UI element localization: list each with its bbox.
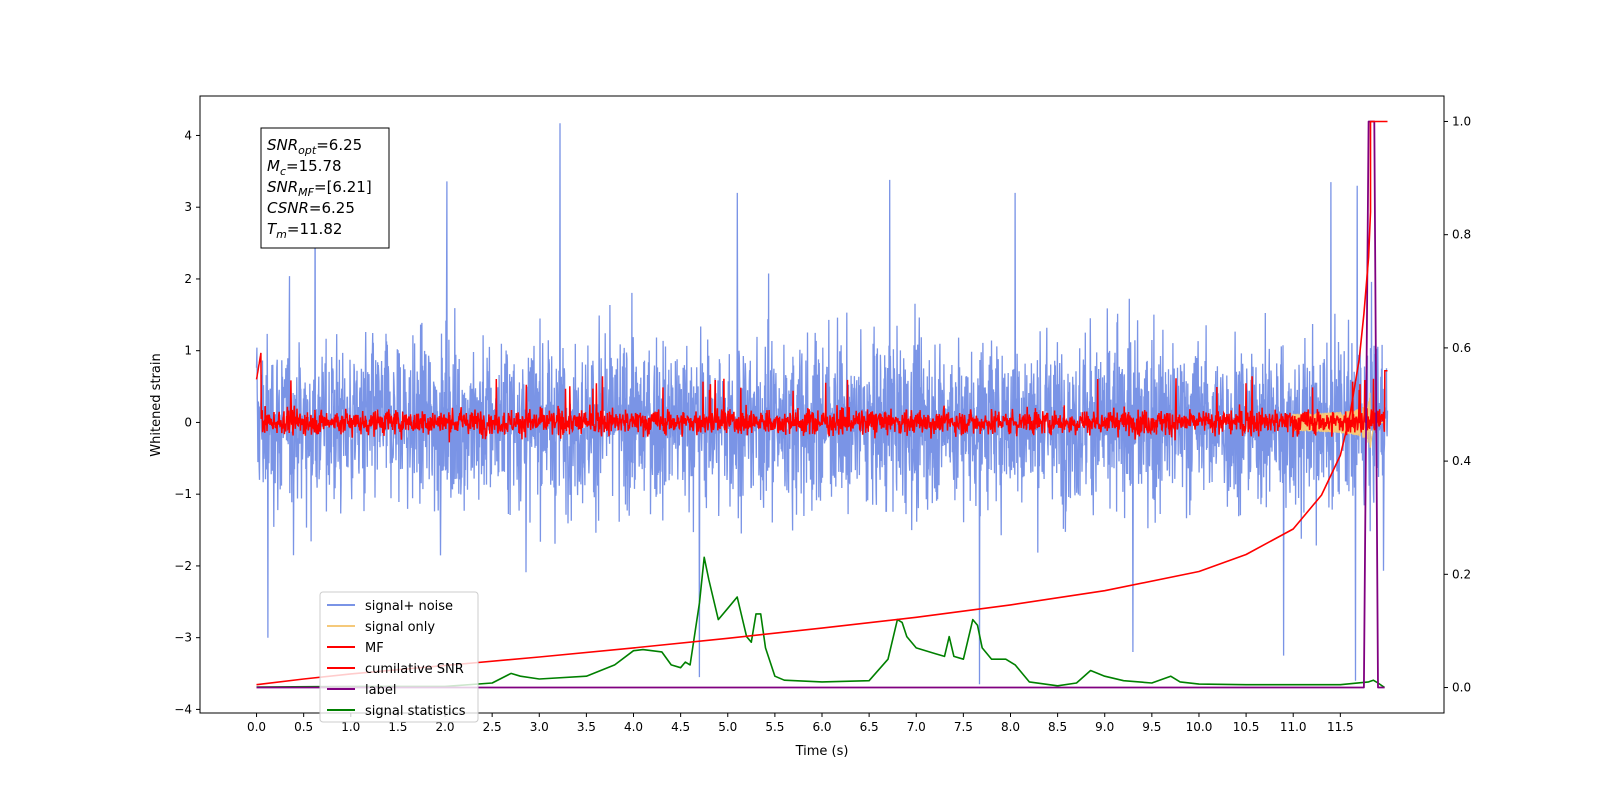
right-y-tick-label: 1.0 <box>1452 114 1471 128</box>
plot-area <box>255 120 1389 689</box>
y-axis-label: Whitened strain <box>149 353 164 456</box>
x-tick-label: 10.5 <box>1233 720 1260 734</box>
x-tick-label: 3.5 <box>577 720 596 734</box>
annotation-line: CSNR=6.25 <box>267 199 355 217</box>
x-tick-label: 7.5 <box>954 720 973 734</box>
y-tick-label: −3 <box>174 631 192 645</box>
legend-entry-label: signal+ noise <box>365 599 453 614</box>
series-signal-statistics <box>256 556 1386 689</box>
legend-entry-label: label <box>365 683 396 698</box>
legend-entry-label: cumilative SNR <box>365 662 464 677</box>
legend-entry-label: signal statistics <box>365 704 466 719</box>
x-tick-label: 1.5 <box>388 720 407 734</box>
y-axis-ticks: −4 −3 −2 −1 0 1 2 3 4 <box>174 128 200 716</box>
x-tick-label: 8.0 <box>1001 720 1020 734</box>
x-tick-label: 9.5 <box>1142 720 1161 734</box>
x-tick-label: 6.5 <box>860 720 879 734</box>
annotation-line: Mc=15.78 <box>267 157 342 178</box>
y-tick-label: −2 <box>174 559 192 573</box>
y-tick-label: −4 <box>174 702 192 716</box>
right-y-tick-label: 0.6 <box>1452 341 1471 355</box>
y-tick-label: 4 <box>184 128 192 142</box>
x-tick-label: 0.0 <box>247 720 266 734</box>
x-tick-label: 11.5 <box>1327 720 1354 734</box>
x-tick-label: 4.0 <box>624 720 643 734</box>
annotation-line: Tm=11.82 <box>267 220 342 241</box>
x-tick-label: 11.0 <box>1280 720 1307 734</box>
legend-entry-label: signal only <box>365 620 435 635</box>
x-tick-label: 1.0 <box>341 720 360 734</box>
x-tick-label: 9.0 <box>1095 720 1114 734</box>
x-axis-ticks: 0.0 0.5 1.0 1.5 2.0 2.5 3.0 3.5 4.0 4.5 5.0 5.5 6.0 6… <box>247 713 1354 734</box>
right-y-tick-label: 0.8 <box>1452 228 1471 242</box>
x-tick-label: 6.0 <box>812 720 831 734</box>
series-mf <box>255 352 1388 443</box>
x-tick-label: 7.0 <box>907 720 926 734</box>
annotation-line: SNRMF=[6.21] <box>267 178 372 199</box>
x-tick-label: 5.0 <box>718 720 737 734</box>
y-tick-label: 2 <box>184 272 192 286</box>
legend-entry-label: MF <box>365 641 384 656</box>
right-y-axis-ticks: 0.0 0.2 0.4 0.6 0.8 1.0 <box>1444 114 1471 695</box>
right-y-tick-label: 0.2 <box>1452 567 1471 581</box>
series-cumulative-snr <box>256 120 1388 686</box>
right-y-tick-label: 0.4 <box>1452 454 1471 468</box>
x-tick-label: 2.0 <box>435 720 454 734</box>
y-tick-label: 3 <box>184 200 192 214</box>
parameter-annotation-box: SNRopt=6.25Mc=15.78SNRMF=[6.21]CSNR=6.25… <box>260 127 390 249</box>
legend-frame <box>319 591 479 723</box>
x-tick-label: 10.0 <box>1186 720 1213 734</box>
x-tick-label: 4.5 <box>671 720 690 734</box>
annotation-box-frame <box>260 127 390 249</box>
x-tick-label: 3.0 <box>530 720 549 734</box>
right-y-tick-label: 0.0 <box>1452 681 1471 695</box>
x-tick-label: 0.5 <box>294 720 313 734</box>
x-axis-label: Time (s) <box>795 744 849 759</box>
y-tick-label: −1 <box>174 487 192 501</box>
y-tick-label: 0 <box>184 415 192 429</box>
legend: signal+ noise signal only MF cumilative SNR… <box>319 591 479 723</box>
annotation-line: SNRopt=6.25 <box>267 136 362 157</box>
x-tick-label: 2.5 <box>483 720 502 734</box>
x-tick-label: 5.5 <box>765 720 784 734</box>
x-tick-label: 8.5 <box>1048 720 1067 734</box>
y-tick-label: 1 <box>184 344 192 358</box>
